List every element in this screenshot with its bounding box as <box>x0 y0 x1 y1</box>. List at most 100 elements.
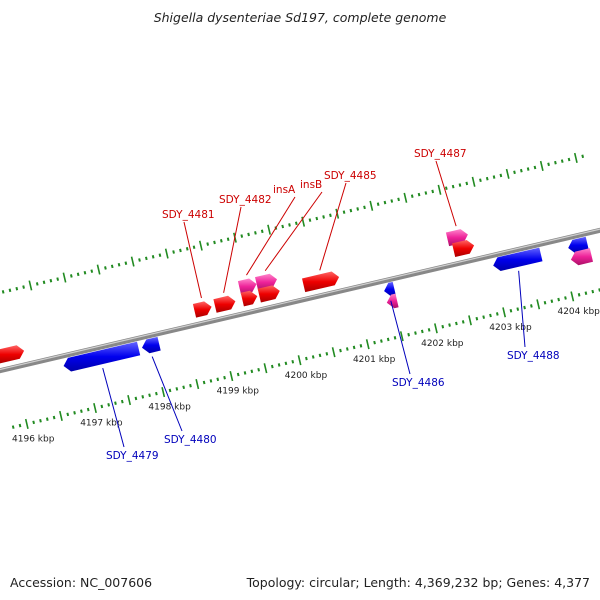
scale-tick-label: 4201 kbp <box>353 355 396 365</box>
gene-arrow-g-4479[interactable] <box>63 341 141 372</box>
scale-tick-label: 4202 kbp <box>421 339 464 349</box>
upper-scale-minor-tick <box>554 160 557 165</box>
upper-scale-minor-tick <box>56 277 60 281</box>
upper-scale-minor-tick <box>451 184 455 189</box>
gene-label-insa[interactable]: insA <box>273 184 296 196</box>
lower-scale-minor-tick <box>141 395 145 399</box>
lower-scale-minor-tick <box>509 308 513 313</box>
gene-leader-line <box>246 196 296 276</box>
upper-scale-minor-tick <box>138 258 141 262</box>
gene-arrow-g-4487-cds[interactable] <box>452 240 475 257</box>
lower-scale-minor-tick <box>373 340 376 345</box>
upper-scale-minor-tick <box>288 223 291 227</box>
lower-scale-minor-tick <box>407 332 411 337</box>
upper-scale-minor-tick <box>247 232 250 237</box>
scale-tick-label: 4199 kbp <box>217 387 260 397</box>
upper-scale-major-tick <box>573 152 578 163</box>
gene-arrow-g-4481[interactable] <box>192 301 212 318</box>
lower-scale-minor-tick <box>168 388 172 393</box>
upper-scale-minor-tick <box>42 280 46 285</box>
lower-scale-minor-tick <box>155 391 158 396</box>
upper-scale-minor-tick <box>49 278 53 283</box>
gene-arrow-g-right-blue[interactable] <box>568 236 589 254</box>
gene-arrow-g-insB-cds[interactable] <box>257 285 280 303</box>
upper-scale-minor-tick <box>144 256 148 261</box>
upper-scale-major-tick <box>267 224 271 235</box>
upper-scale-major-tick <box>437 184 442 195</box>
lower-scale-minor-tick <box>270 364 274 369</box>
gene-arrow-g-left-red[interactable] <box>0 345 25 364</box>
lower-scale-minor-tick <box>39 418 42 423</box>
gene-arrow-g-insA[interactable] <box>237 278 257 295</box>
upper-scale-minor-tick <box>240 234 244 238</box>
genome-backbone <box>0 227 600 374</box>
upper-scale-minor-tick <box>315 216 319 221</box>
upper-scale-minor-tick <box>322 215 325 219</box>
upper-scale-major-tick <box>164 248 169 259</box>
gene-label-sdy_4485[interactable]: SDY_4485 <box>324 170 377 182</box>
gene-label-sdy_4481[interactable]: SDY_4481 <box>162 209 215 221</box>
gene-leader-line <box>518 270 526 348</box>
gene-leader-line <box>435 160 457 227</box>
upper-scale-minor-tick <box>560 159 564 163</box>
upper-scale-major-tick <box>505 168 510 179</box>
gene-leader-line <box>223 206 242 293</box>
gene-leader-line <box>319 182 347 271</box>
gene-label-sdy_4487[interactable]: SDY_4487 <box>414 148 467 160</box>
lower-scale-major-tick <box>195 379 200 390</box>
gene-arrow-g-4485[interactable] <box>302 271 340 293</box>
gene-layer <box>0 229 593 372</box>
lower-scale-minor-tick <box>441 324 445 329</box>
upper-scale-minor-tick <box>363 205 366 210</box>
upper-scale-minor-tick <box>567 157 571 162</box>
gene-label-insb[interactable]: insB <box>300 179 322 191</box>
upper-scale-minor-tick <box>444 186 448 191</box>
gene-arrow-g-right-pink[interactable] <box>570 248 593 266</box>
gene-leader-line <box>264 191 323 272</box>
upper-scale-minor-tick <box>76 272 80 277</box>
lower-scale-minor-tick <box>414 331 417 335</box>
lower-scale-minor-tick <box>318 353 322 358</box>
upper-scale-minor-tick <box>499 173 503 178</box>
upper-scale-minor-tick <box>431 189 435 194</box>
gene-label-sdy_4482[interactable]: SDY_4482 <box>219 194 272 206</box>
upper-scale-minor-tick <box>124 261 128 265</box>
gene-label-sdy_4479[interactable]: SDY_4479 <box>106 450 159 462</box>
lower-scale-minor-tick <box>311 355 315 359</box>
gene-label-sdy_4486[interactable]: SDY_4486 <box>392 377 445 389</box>
lower-scale-minor-tick <box>550 299 554 303</box>
upper-scale-minor-tick <box>90 269 94 273</box>
upper-scale-minor-tick <box>308 218 312 222</box>
lower-scale-minor-tick <box>420 329 424 334</box>
scale-tick-label: 4200 kbp <box>285 371 328 381</box>
lower-scale-minor-tick <box>73 411 76 415</box>
gene-arrow-g-4482[interactable] <box>213 295 236 313</box>
upper-scale-minor-tick <box>417 192 421 197</box>
upper-scale-minor-tick <box>397 197 400 202</box>
lower-scale-minor-tick <box>359 344 363 348</box>
lower-scale-minor-tick <box>107 403 111 407</box>
scale-tick-label: 4203 kbp <box>489 323 532 333</box>
lower-scale-minor-tick <box>455 321 458 326</box>
gene-arrow-g-4480[interactable] <box>142 336 161 354</box>
gene-arrow-g-4488[interactable] <box>493 247 543 271</box>
upper-scale-minor-tick <box>69 274 73 278</box>
gene-arrow-g-4486-mob[interactable] <box>386 293 399 309</box>
lower-scale-minor-tick <box>250 369 254 374</box>
gene-arrow-g-4486[interactable] <box>384 281 396 297</box>
upper-scale-major-tick <box>130 256 135 267</box>
scale-tick-label: 4204 kbp <box>557 307 600 317</box>
lower-scale-minor-tick <box>284 361 288 366</box>
lower-scale-minor-tick <box>516 307 520 311</box>
lower-scale-minor-tick <box>189 383 192 388</box>
gene-arrow-g-insA-cds[interactable] <box>240 290 258 307</box>
gene-label-sdy_4488[interactable]: SDY_4488 <box>507 350 560 362</box>
upper-scale-minor-tick <box>22 285 25 289</box>
lower-scale-minor-tick <box>202 380 206 385</box>
upper-scale-major-tick <box>198 240 203 251</box>
lower-scale-minor-tick <box>461 320 465 324</box>
lower-scale-minor-tick <box>66 412 70 417</box>
upper-scale-minor-tick <box>254 231 257 235</box>
gene-label-sdy_4480[interactable]: SDY_4480 <box>164 434 217 446</box>
lower-scale-minor-tick <box>120 399 124 404</box>
